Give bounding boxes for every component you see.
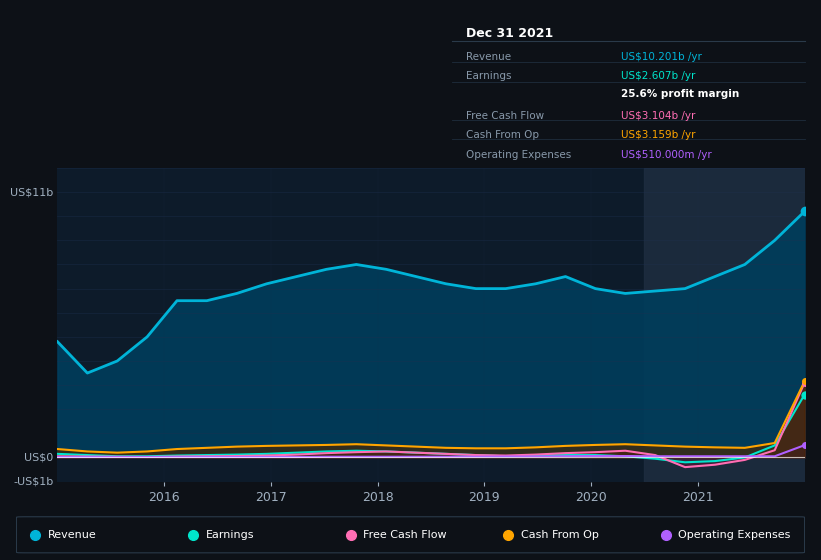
- Text: US$3.104b /yr: US$3.104b /yr: [621, 110, 695, 120]
- Text: -US$1b: -US$1b: [13, 477, 53, 487]
- Text: US$2.607b /yr: US$2.607b /yr: [621, 71, 695, 81]
- Text: US$510.000m /yr: US$510.000m /yr: [621, 150, 712, 160]
- Bar: [644, 168, 805, 482]
- Text: Cash From Op: Cash From Op: [521, 530, 599, 540]
- Text: Free Cash Flow: Free Cash Flow: [363, 530, 447, 540]
- Text: Revenue: Revenue: [48, 530, 97, 540]
- Text: Dec 31 2021: Dec 31 2021: [466, 27, 553, 40]
- Text: Operating Expenses: Operating Expenses: [466, 150, 571, 160]
- Text: Cash From Op: Cash From Op: [466, 130, 539, 140]
- Text: Earnings: Earnings: [205, 530, 254, 540]
- Text: US$11b: US$11b: [11, 187, 53, 197]
- Text: Free Cash Flow: Free Cash Flow: [466, 110, 544, 120]
- Text: 25.6% profit margin: 25.6% profit margin: [621, 90, 739, 99]
- Text: US$10.201b /yr: US$10.201b /yr: [621, 52, 702, 62]
- Text: Revenue: Revenue: [466, 52, 511, 62]
- Text: Operating Expenses: Operating Expenses: [678, 530, 791, 540]
- Text: US$0: US$0: [25, 452, 53, 463]
- Text: US$3.159b /yr: US$3.159b /yr: [621, 130, 695, 140]
- Text: Earnings: Earnings: [466, 71, 511, 81]
